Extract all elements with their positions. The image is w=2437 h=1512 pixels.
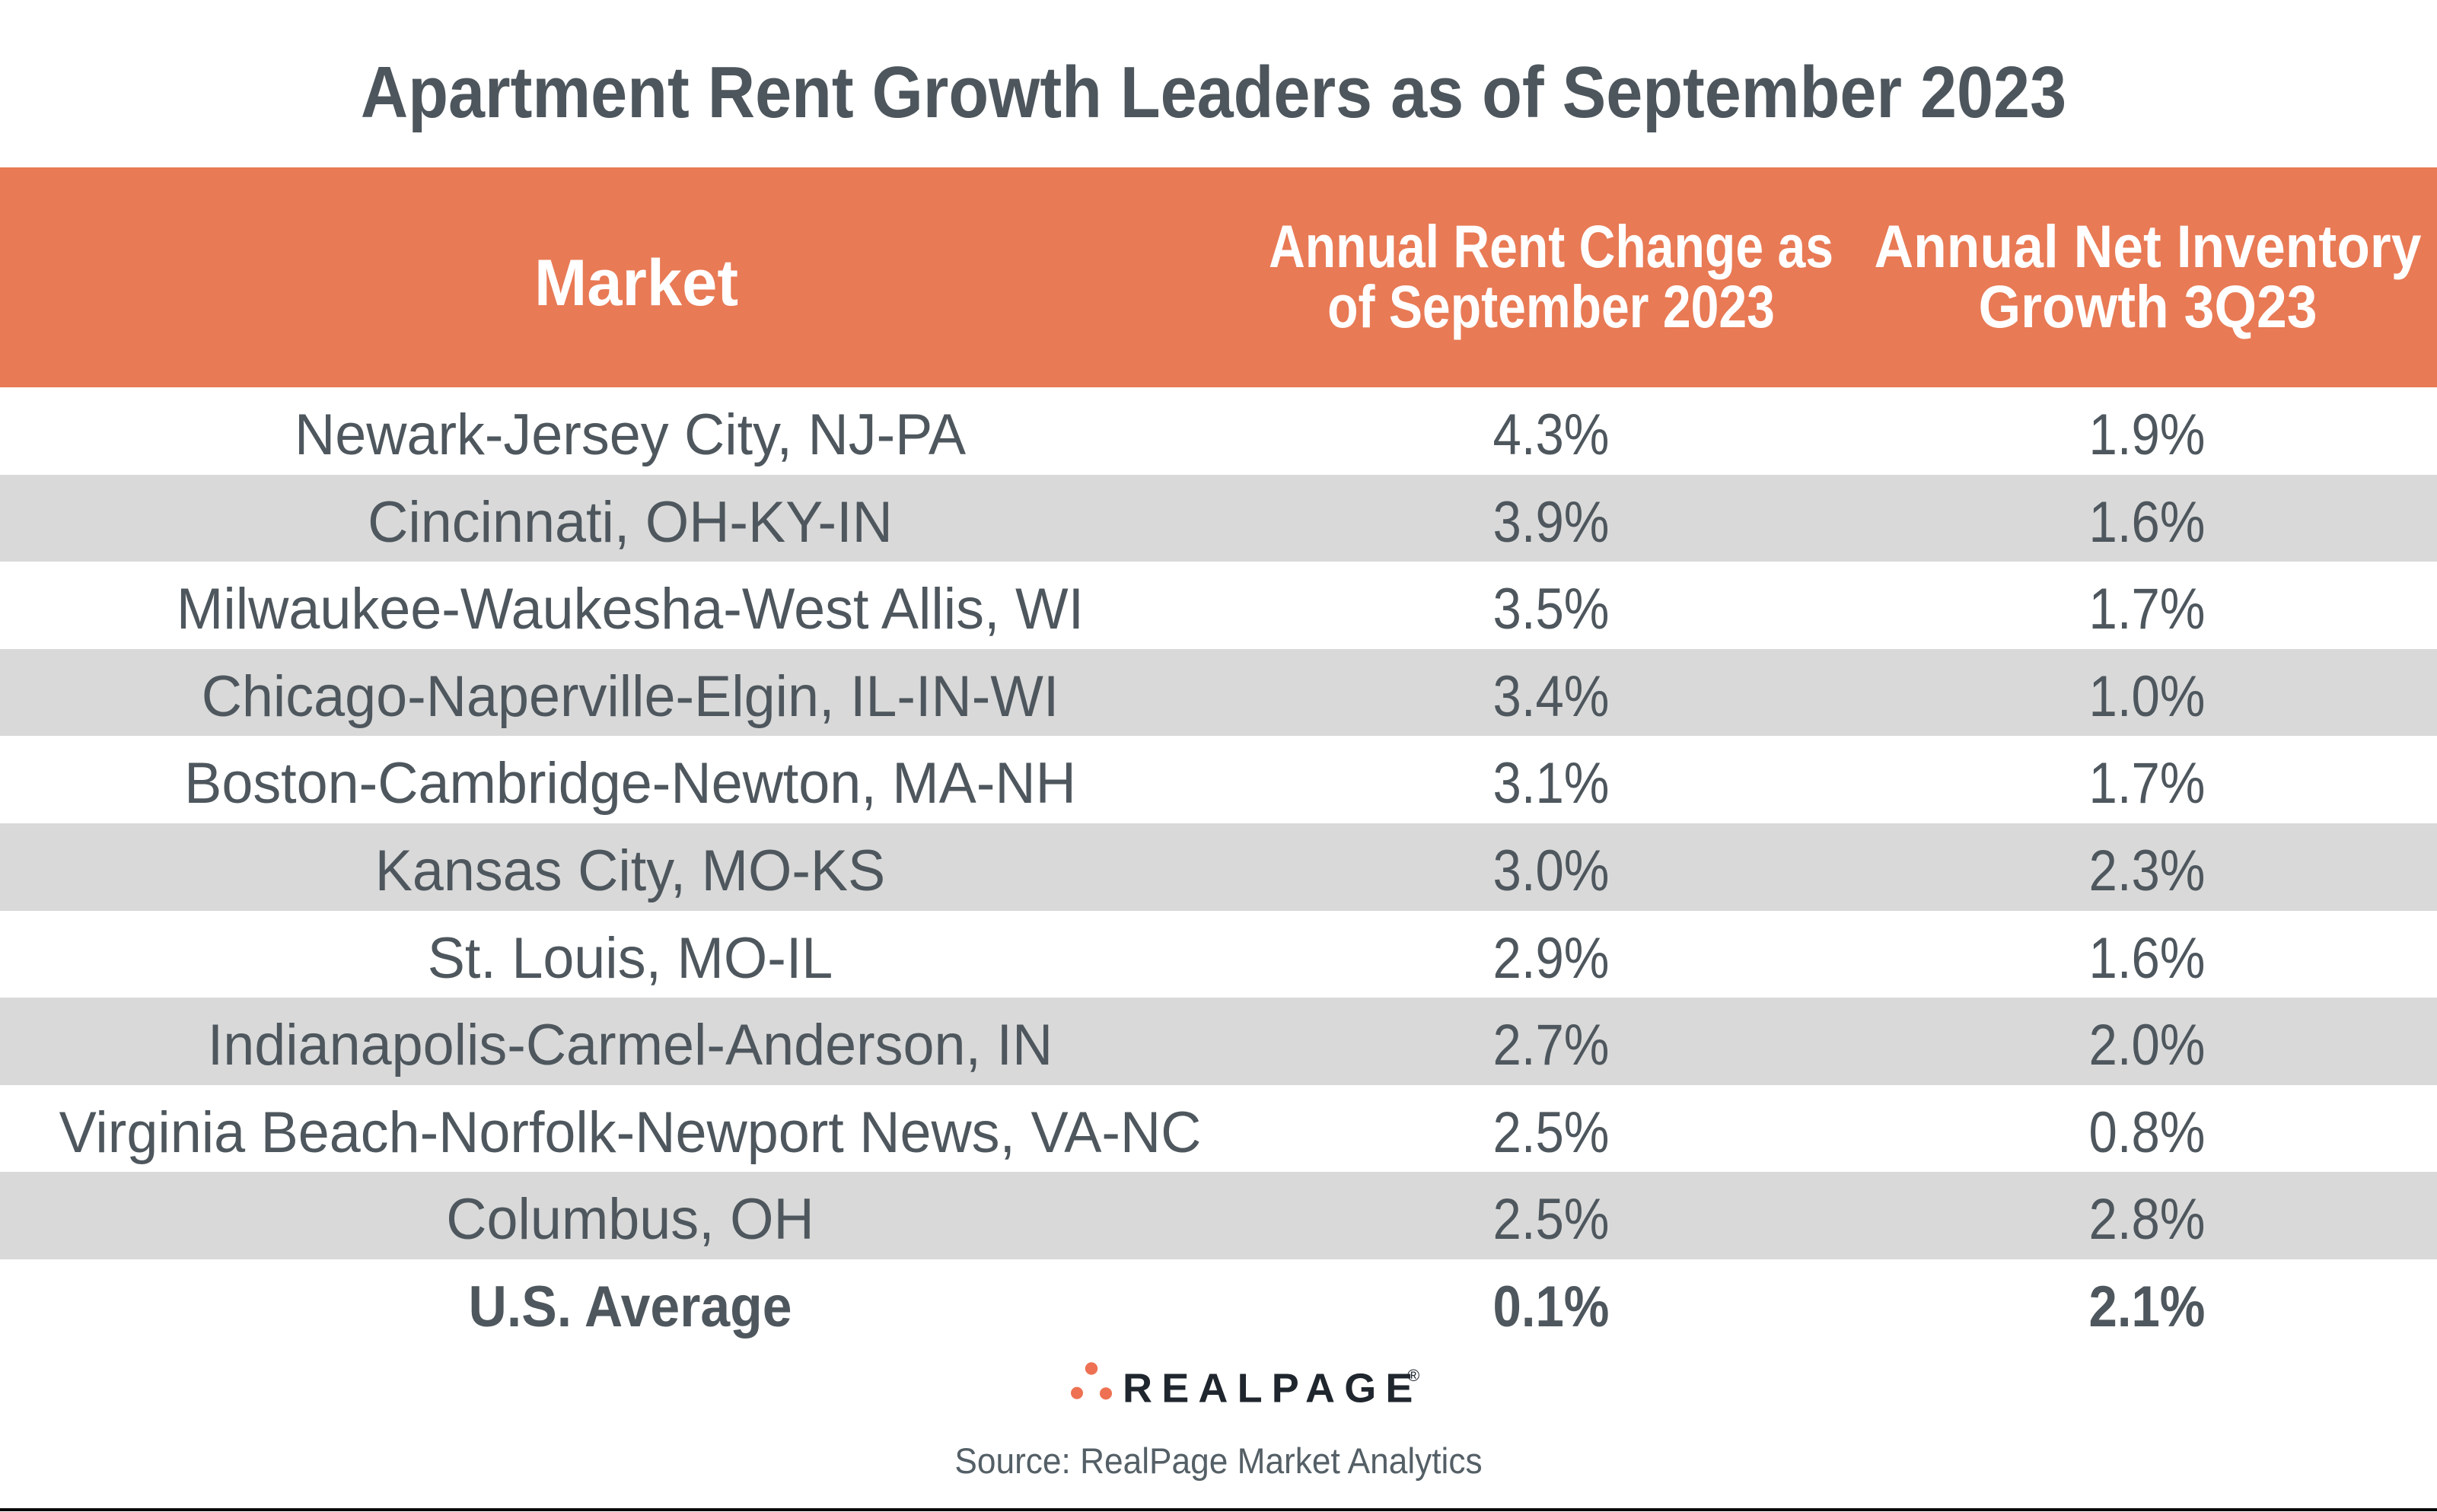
svg-text:®: ® — [1407, 1366, 1419, 1385]
svg-text:REALPAGE: REALPAGE — [1123, 1366, 1422, 1412]
